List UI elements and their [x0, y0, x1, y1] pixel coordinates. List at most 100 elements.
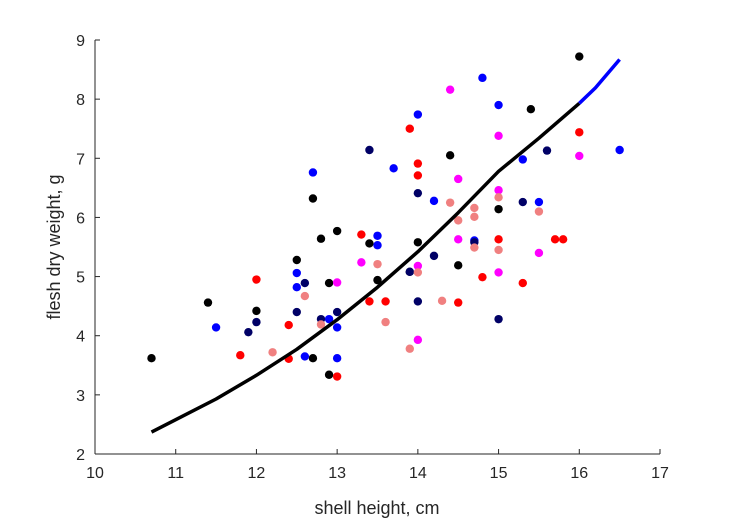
data-point	[211, 323, 221, 332]
data-point	[332, 278, 342, 287]
data-point	[292, 307, 301, 317]
data-point	[332, 226, 342, 236]
x-tick-label: 14	[409, 465, 427, 482]
data-point	[405, 124, 414, 133]
x-tick-label: 12	[248, 465, 266, 482]
data-point	[292, 268, 301, 278]
x-tick-label: 13	[328, 465, 346, 482]
data-point	[203, 298, 213, 307]
data-point	[494, 186, 503, 195]
data-points	[147, 52, 624, 381]
data-point	[454, 298, 463, 307]
data-point	[575, 52, 584, 61]
data-point	[373, 241, 382, 250]
y-tick-label: 5	[76, 270, 85, 287]
data-point	[470, 212, 479, 222]
data-point	[437, 296, 447, 306]
data-point	[292, 283, 301, 292]
data-point	[454, 174, 463, 184]
data-point	[413, 297, 423, 306]
data-point	[292, 255, 301, 265]
data-point	[445, 198, 455, 207]
y-tick-label: 4	[76, 329, 85, 346]
y-tick-label: 3	[76, 388, 85, 405]
data-point	[542, 146, 552, 155]
data-point	[534, 248, 544, 258]
plot-area: 10 11 12 13 14 15 16 17 2 3 4 5 6 7 8 9	[76, 33, 669, 482]
data-point	[494, 235, 503, 244]
data-point	[550, 235, 560, 244]
data-point	[373, 259, 382, 269]
y-axis-ticks: 2 3 4 5 6 7 8 9	[76, 33, 100, 464]
data-point	[357, 258, 366, 267]
data-point	[413, 335, 423, 345]
data-point	[373, 231, 382, 240]
x-tick-label: 10	[86, 465, 104, 482]
data-point	[324, 278, 334, 288]
data-point	[494, 131, 503, 141]
data-point	[413, 171, 423, 180]
data-point	[332, 372, 342, 381]
data-point	[300, 291, 310, 301]
data-point	[147, 353, 156, 363]
x-axis-label: shell height, cm	[314, 498, 439, 518]
data-point	[268, 348, 277, 357]
data-point	[300, 278, 310, 288]
data-point	[534, 197, 544, 207]
data-point	[332, 307, 342, 317]
data-point	[526, 104, 536, 114]
data-point	[518, 197, 527, 207]
data-point	[252, 306, 261, 316]
data-point	[478, 272, 487, 282]
data-point	[518, 155, 527, 164]
data-point	[381, 297, 390, 306]
data-point	[308, 194, 318, 203]
data-point	[405, 344, 414, 353]
x-axis-ticks: 10 11 12 13 14 15 16 17	[86, 449, 669, 482]
data-point	[413, 110, 423, 119]
data-point	[454, 216, 463, 225]
data-point	[494, 245, 503, 255]
data-point	[615, 145, 624, 155]
x-tick-label: 11	[167, 465, 184, 482]
x-tick-label: 16	[570, 465, 588, 482]
fit-curve-line	[150, 101, 581, 434]
data-point	[413, 159, 423, 168]
data-point	[381, 317, 390, 327]
data-point	[494, 268, 503, 277]
data-point	[252, 317, 261, 327]
data-point	[300, 352, 310, 361]
data-point	[365, 297, 374, 306]
data-point	[413, 238, 423, 247]
data-point	[454, 261, 463, 270]
x-tick-label: 15	[490, 465, 508, 482]
data-point	[324, 314, 334, 324]
data-point	[494, 204, 503, 214]
y-tick-label: 8	[76, 92, 85, 109]
data-point	[252, 275, 261, 284]
data-point	[478, 73, 487, 83]
data-point	[429, 196, 439, 206]
data-point	[494, 314, 503, 324]
data-point	[236, 351, 245, 360]
data-point	[316, 320, 326, 329]
y-tick-label: 7	[76, 151, 85, 168]
data-point	[413, 188, 423, 198]
data-point	[429, 251, 439, 261]
data-point	[365, 239, 374, 248]
data-point	[413, 261, 423, 271]
data-point	[494, 193, 503, 202]
data-point	[518, 278, 527, 288]
data-point	[324, 370, 334, 379]
data-point	[405, 267, 414, 277]
data-point	[284, 320, 293, 330]
data-point	[575, 128, 584, 137]
y-tick-label: 6	[76, 210, 85, 227]
data-point	[413, 268, 423, 277]
data-point	[308, 168, 318, 177]
data-point	[454, 235, 463, 244]
y-tick-label: 9	[76, 33, 85, 50]
data-point	[445, 85, 455, 94]
data-point	[332, 353, 342, 363]
data-point	[494, 100, 503, 110]
